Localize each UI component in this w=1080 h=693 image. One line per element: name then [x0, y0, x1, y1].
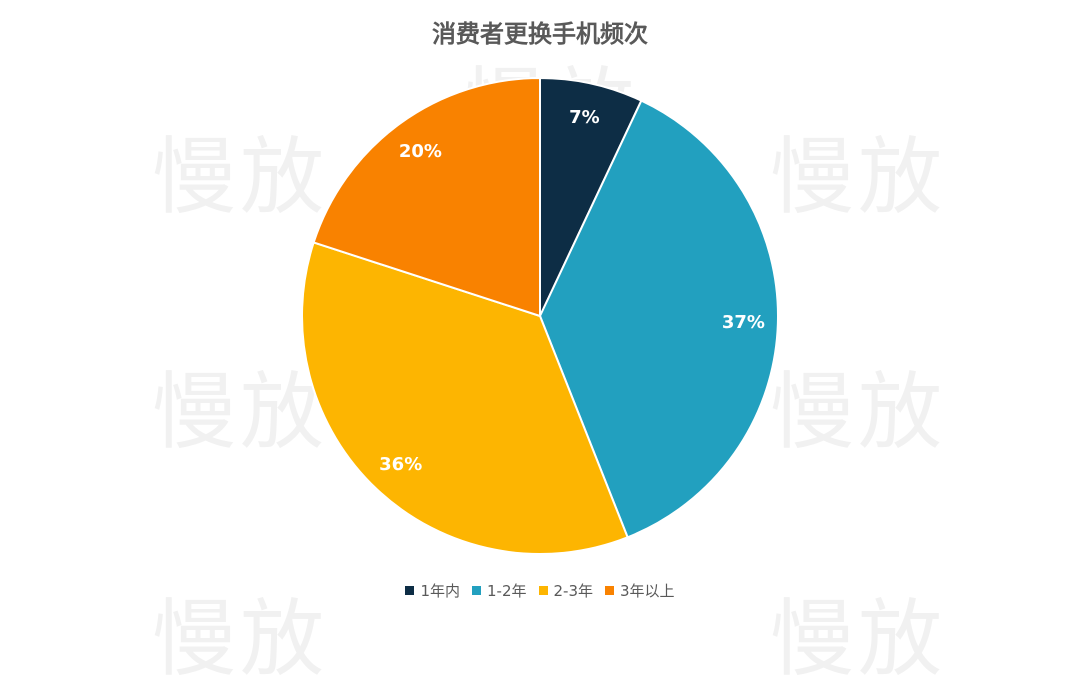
slice-data-label: 37%	[722, 312, 765, 333]
pie-chart: 7% 37% 36% 20%	[301, 76, 779, 555]
legend-swatch	[405, 586, 415, 595]
legend-swatch	[538, 586, 548, 595]
chart-title: 消费者更换手机频次	[432, 20, 648, 48]
pie-slice-3	[301, 241, 629, 555]
legend-label: 1-2年	[487, 582, 527, 600]
slice-data-label: 36%	[379, 454, 422, 475]
legend-item: 3年以上	[605, 580, 675, 601]
pie-slice-2	[538, 99, 779, 539]
legend-item: 2-3年	[538, 580, 594, 601]
chart-legend: 1年内 1-2年 2-3年 3年以上	[0, 580, 1080, 601]
pie-slice-1	[539, 76, 643, 317]
legend-item: 1年内	[405, 580, 460, 601]
legend-swatch	[472, 586, 481, 595]
legend-label: 1年内	[420, 582, 460, 600]
legend-label: 2-3年	[553, 582, 594, 600]
legend-item: 1-2年	[472, 580, 527, 601]
pie-slice-4	[312, 76, 541, 318]
slice-data-label: 20%	[399, 141, 442, 162]
legend-label: 3年以上	[620, 582, 675, 600]
slice-data-label: 7%	[569, 107, 600, 128]
legend-swatch	[605, 586, 614, 595]
